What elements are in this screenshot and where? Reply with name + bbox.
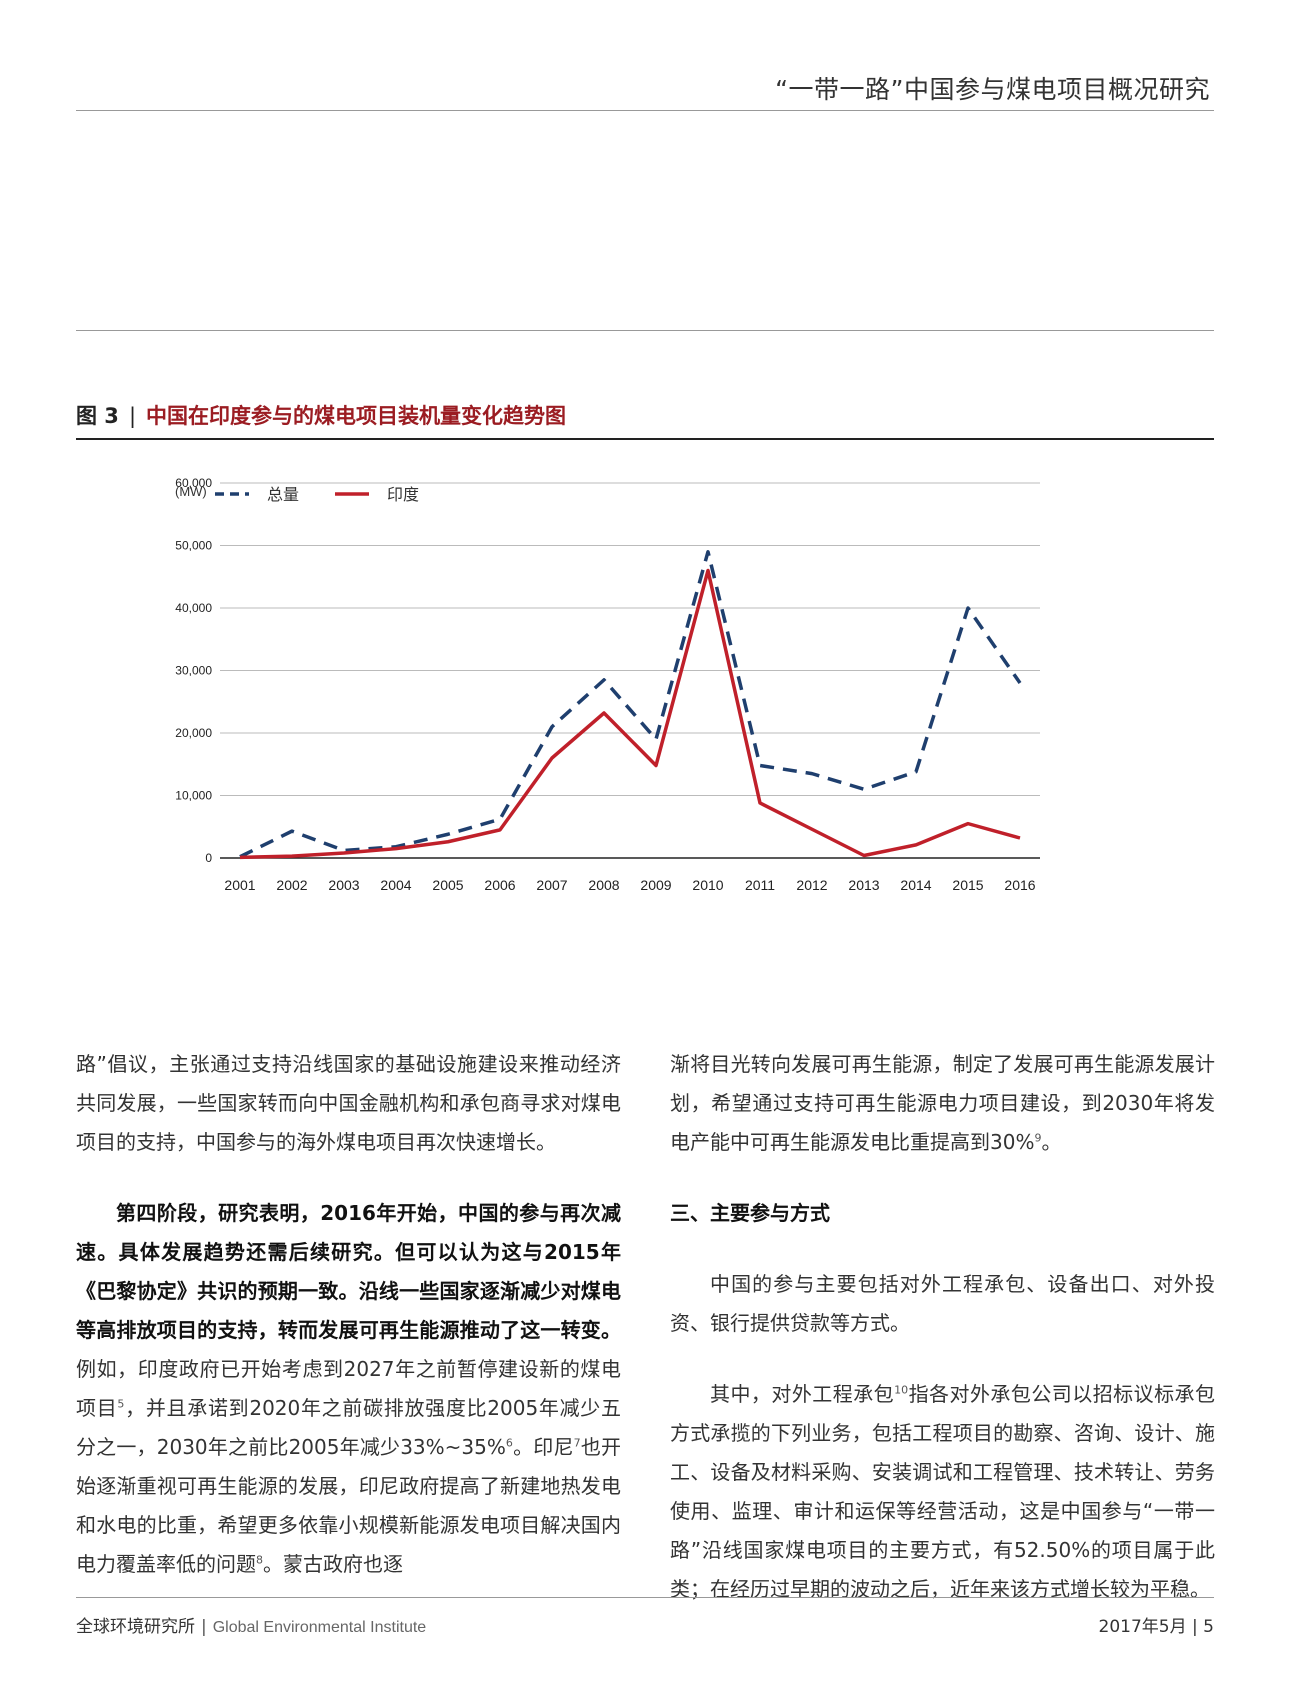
figure-separator: |: [128, 404, 137, 428]
series-line-total: [239, 550, 1022, 859]
legend-label: 印度: [387, 485, 419, 504]
text-run: ，并且承诺到2020年之前碳排放强度比2005年减少五分之一，2030年之前比2…: [76, 1396, 622, 1459]
x-tick-label: 2002: [276, 877, 307, 893]
text-run: 。: [1041, 1130, 1062, 1154]
publish-date: 2017年5月: [1098, 1617, 1187, 1637]
figure-rule: [76, 438, 1214, 440]
text-run: 也开始逐渐重视可再生能源的发展，印尼政府提高了新建地热发电和水电的比重，希望更多…: [76, 1435, 622, 1576]
paragraph: 第四阶段，研究表明，2016年开始，中国的参与再次减速。具体发展趋势还需后续研究…: [76, 1194, 621, 1584]
footer-page-info: 2017年5月 | 5: [1099, 1612, 1214, 1637]
x-tick-label: 2014: [900, 877, 931, 893]
x-tick-label: 2009: [640, 877, 671, 893]
x-tick-label: 2006: [484, 877, 515, 893]
x-tick-labels: 2001 2002 2003 2004 2005 2006 2007 2008 2009 2010…: [224, 877, 1035, 893]
figure-number: 图 3: [76, 404, 119, 428]
org-name-en: Global Environmental Institute: [212, 1619, 427, 1636]
footer-rule: [76, 1597, 1214, 1598]
y-tick-label: 10,000: [175, 789, 212, 803]
page-number: 5: [1203, 1617, 1214, 1637]
text-run: 其中，对外工程承包: [710, 1382, 895, 1406]
series-line-india: [239, 568, 1021, 860]
footnote-ref: 10: [894, 1383, 909, 1397]
x-tick-label: 2004: [380, 877, 411, 893]
x-tick-label: 2005: [432, 877, 463, 893]
y-tick-label: 30,000: [175, 664, 212, 678]
y-tick-label: 0: [205, 851, 212, 865]
body-column-right: 渐将目光转向发展可再生能源，制定了发展可再生能源发展计划，希望通过支持可再生能源…: [670, 1045, 1215, 1641]
section-rule: [76, 330, 1214, 331]
running-title: “一带一路”中国参与煤电项目概况研究: [775, 75, 1210, 104]
footer-separator: |: [201, 1617, 207, 1637]
y-tick-labels: 0 10,000 20,000 30,000 40,000 50,000 60,000: [175, 476, 212, 865]
y-tick-label: 40,000: [175, 601, 212, 615]
paragraph: 渐将目光转向发展可再生能源，制定了发展可再生能源发展计划，希望通过支持可再生能源…: [670, 1045, 1215, 1162]
figure-caption: 图 3 | 中国在印度参与的煤电项目装机量变化趋势图: [76, 400, 566, 430]
x-tick-label: 2007: [536, 877, 567, 893]
text-run: 渐将目光转向发展可再生能源，制定了发展可再生能源发展计划，希望通过支持可再生能源…: [670, 1052, 1215, 1154]
text-run: 指各对外承包公司以招标议标承包方式承揽的下列业务，包括工程项目的勘察、咨询、设计…: [670, 1382, 1215, 1601]
x-tick-label: 2008: [588, 877, 619, 893]
text-run: 例如，印度政府已开始考虑到2027年之前暂停建设新的煤电项目: [76, 1357, 621, 1420]
footer-org: 全球环境研究所 | Global Environmental Institute: [76, 1612, 426, 1637]
y-tick-label: 50,000: [175, 539, 212, 553]
x-tick-label: 2001: [224, 877, 255, 893]
y-tick-label: 20,000: [175, 726, 212, 740]
figure-title: 中国在印度参与的煤电项目装机量变化趋势图: [146, 404, 567, 428]
chart-grid: [220, 482, 1040, 859]
footnote-ref: 9: [1034, 1131, 1042, 1145]
footnote-ref: 5: [117, 1397, 125, 1411]
x-tick-label: 2010: [692, 877, 723, 893]
x-tick-label: 2012: [796, 877, 827, 893]
chart-legend: 总量 印度: [215, 485, 419, 504]
paragraph: 其中，对外工程承包10指各对外承包公司以招标议标承包方式承揽的下列业务，包括工程…: [670, 1375, 1215, 1609]
body-column-left: 路”倡议，主张通过支持沿线国家的基础设施建设来推动经济共同发展，一些国家转而向中…: [76, 1045, 621, 1616]
text-run: 。蒙古政府也逐: [263, 1552, 403, 1576]
footnote-ref: 8: [256, 1553, 263, 1567]
footnote-ref: 6: [505, 1436, 513, 1450]
org-name-cn: 全球环境研究所: [76, 1617, 195, 1637]
text-run: 。印尼: [512, 1435, 574, 1459]
x-tick-label: 2003: [328, 877, 359, 893]
y-tick-label: 60,000: [175, 476, 212, 490]
footnote-ref: 7: [573, 1436, 581, 1450]
paragraph: 中国的参与主要包括对外工程承包、设备出口、对外投资、银行提供贷款等方式。: [670, 1272, 1215, 1335]
header-rule: [76, 110, 1214, 111]
page-separator: |: [1192, 1617, 1198, 1637]
section-heading: 三、主要参与方式: [670, 1201, 830, 1225]
legend-label: 总量: [267, 485, 299, 504]
line-chart: 0 10,000 20,000 30,000 40,000 50,000 60,000 20…: [175, 476, 1040, 893]
x-tick-label: 2016: [1004, 877, 1035, 893]
x-tick-label: 2011: [745, 877, 775, 893]
x-tick-label: 2015: [952, 877, 983, 893]
chart-series: [239, 550, 1022, 860]
bold-text: 第四阶段，研究表明，2016年开始，中国的参与再次减速。具体发展趋势还需后续研究…: [76, 1201, 621, 1342]
paragraph: 路”倡议，主张通过支持沿线国家的基础设施建设来推动经济共同发展，一些国家转而向中…: [76, 1052, 621, 1154]
x-tick-label: 2013: [848, 877, 879, 893]
y-unit-label: (MW): [175, 484, 207, 499]
